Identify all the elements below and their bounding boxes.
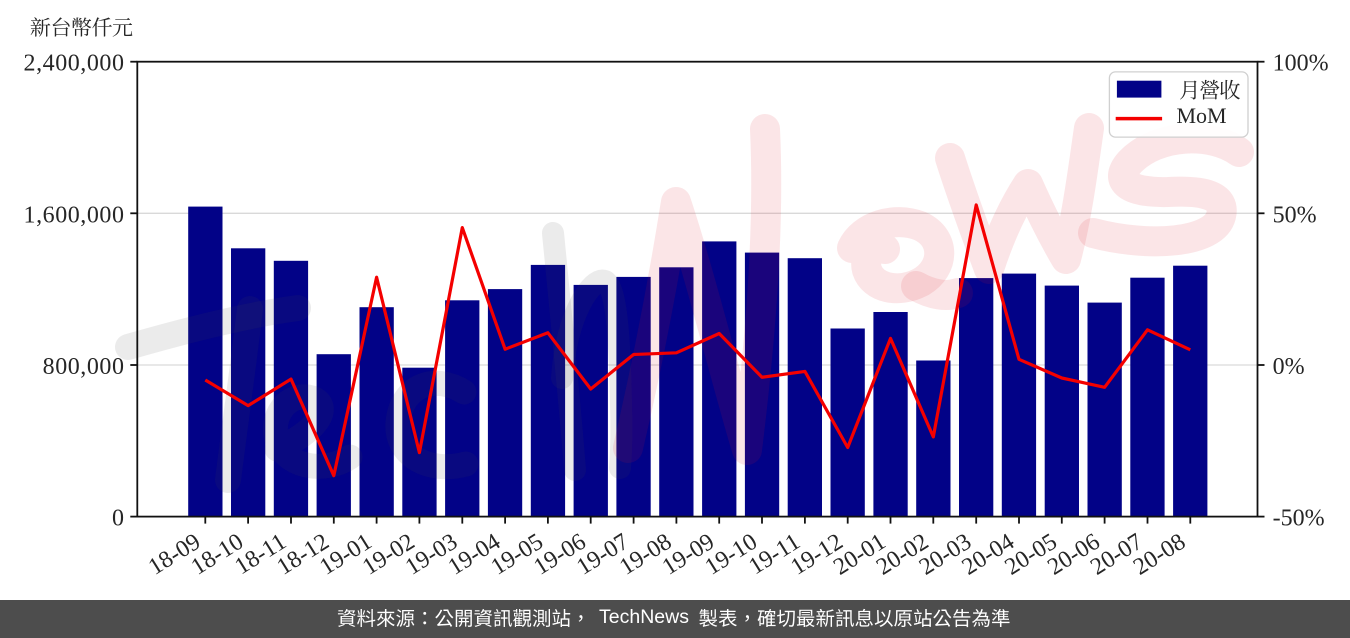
svg-text:100%: 100% (1273, 51, 1329, 77)
svg-text:2,400,000: 2,400,000 (24, 51, 125, 77)
svg-text:0: 0 (112, 506, 125, 532)
svg-text:800,000: 800,000 (43, 354, 125, 380)
svg-text:-50%: -50% (1273, 506, 1325, 532)
svg-text:1,600,000: 1,600,000 (24, 202, 125, 228)
svg-text:MoM: MoM (1177, 103, 1227, 128)
svg-text:TechNews: TechNews (599, 606, 689, 628)
svg-text:0%: 0% (1273, 354, 1305, 380)
svg-text:50%: 50% (1273, 202, 1317, 228)
